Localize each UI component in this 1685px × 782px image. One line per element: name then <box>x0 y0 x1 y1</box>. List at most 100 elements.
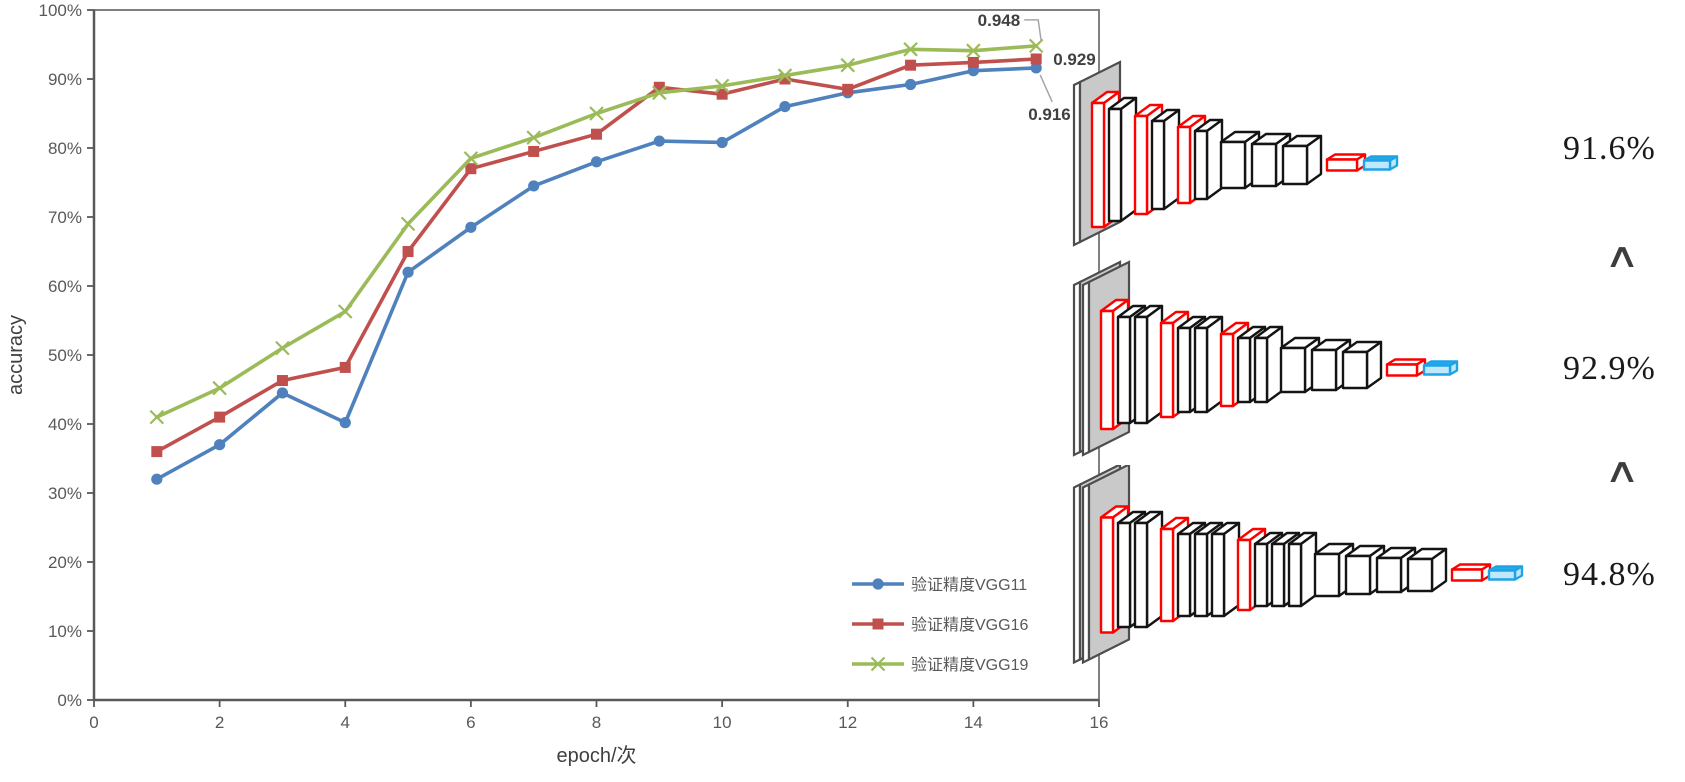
output-layer <box>1487 569 1517 581</box>
feature-cube <box>1305 134 1323 186</box>
pool-layer <box>1150 119 1166 211</box>
accuracy-label-vgg11: 91.6% <box>1563 130 1656 167</box>
less-than-symbol-2: ∧ <box>1604 453 1641 490</box>
data-point-marker <box>276 387 289 399</box>
pool-layer <box>1133 315 1149 425</box>
label-leader <box>1024 19 1042 41</box>
pool-layer <box>1299 531 1318 608</box>
data-point-marker <box>966 43 981 58</box>
data-point-marker <box>716 136 728 149</box>
data-point-marker <box>526 130 541 145</box>
data-point-marker <box>400 216 416 232</box>
plot-border <box>94 9 1100 700</box>
pool-layer <box>1145 510 1164 629</box>
output-layer <box>1362 159 1392 171</box>
vgg16-architecture-diagram <box>1072 260 1459 457</box>
x-tick-label: 4 <box>341 713 350 732</box>
pool-layer <box>1116 315 1132 425</box>
y-tick-label: 20% <box>48 553 82 572</box>
data-point-marker <box>275 340 290 356</box>
data-point-marker <box>904 78 917 91</box>
data-point-marker <box>652 85 667 101</box>
data-point-marker <box>1030 62 1042 74</box>
fc-layer <box>1450 568 1484 582</box>
data-point-marker <box>840 57 856 73</box>
data-point-marker <box>276 375 288 387</box>
series-vgg11: 0.916 <box>151 62 1071 485</box>
label-leader <box>1039 74 1053 103</box>
x-tick-label: 0 <box>89 713 98 732</box>
pool-layer <box>1210 532 1226 618</box>
legend-item: 验证精度VGG11 <box>852 576 1027 594</box>
pool-layer <box>1287 542 1303 608</box>
data-point-marker <box>465 221 477 233</box>
feature-cube <box>1406 557 1434 593</box>
x-tick-label: 2 <box>215 713 224 732</box>
data-point-marker <box>779 101 791 113</box>
conv-layer <box>1099 309 1115 431</box>
conv-layer <box>1099 516 1115 634</box>
feature-cube <box>1341 350 1369 390</box>
x-tick-label: 6 <box>466 713 475 732</box>
legend-marker <box>870 656 886 672</box>
fc-layer <box>1325 158 1359 172</box>
feature-cube <box>1310 348 1338 392</box>
vgg11-architecture-diagram <box>1072 60 1399 247</box>
series-line <box>155 44 1038 419</box>
series-vgg19: 0.948 <box>149 11 1044 425</box>
data-point-marker <box>777 68 793 83</box>
accuracy-label-vgg19: 94.8% <box>1563 556 1656 593</box>
data-point-marker <box>589 106 604 121</box>
feature-cube <box>1313 552 1341 598</box>
y-tick-label: 80% <box>48 139 82 158</box>
legend-label: 验证精度VGG11 <box>911 576 1027 594</box>
data-point-marker <box>779 73 791 85</box>
data-point-marker <box>212 380 227 396</box>
data-point-marker <box>339 417 351 429</box>
accuracy-line-chart: 0 2 4 6 8 10 12 14 16 0% 10% 20% 30% 40% 50% 60% 70% 80% 9… <box>5 1 1108 767</box>
conv-layer <box>1176 125 1192 205</box>
y-tick-label: 10% <box>48 622 82 641</box>
pool-layer <box>1119 96 1138 223</box>
pool-layer <box>1205 118 1224 201</box>
pool-layer <box>1222 521 1241 618</box>
conv-layer <box>1159 527 1175 623</box>
data-point-marker <box>402 246 414 257</box>
y-tick-label: 100% <box>39 1 82 20</box>
accuracy-label-vgg16: 92.9% <box>1563 350 1656 387</box>
y-tick-label: 50% <box>48 346 82 365</box>
series-line <box>155 57 1038 454</box>
data-point-marker <box>905 59 917 71</box>
data-point-marker <box>151 473 163 485</box>
data-point-marker <box>1030 53 1042 65</box>
y-tick-label: 30% <box>48 484 82 503</box>
pool-layer <box>1145 304 1164 425</box>
data-point-marker <box>214 439 226 451</box>
pool-layer <box>1193 532 1209 618</box>
pool-layer <box>1133 521 1149 629</box>
legend-marker <box>872 578 884 590</box>
less-than-symbol-1: ∧ <box>1604 238 1641 275</box>
data-point-marker <box>714 78 730 94</box>
data-point-marker <box>402 266 414 278</box>
chart-legend: 验证精度VGG11 验证精度VGG16 验证精度VGG19 <box>852 576 1028 674</box>
pool-layer <box>1116 521 1132 629</box>
conv-layer <box>1219 332 1235 408</box>
end-value-label: 0.929 <box>1053 50 1096 69</box>
conv-layer <box>1159 321 1175 419</box>
x-tick-label: 14 <box>964 713 983 732</box>
pool-layer <box>1253 542 1269 608</box>
pool-layer <box>1205 315 1224 414</box>
data-point-marker <box>465 163 477 175</box>
y-tick-label: 90% <box>48 70 82 89</box>
data-point-marker <box>591 128 602 140</box>
data-point-marker <box>903 42 918 57</box>
conv-layer <box>1090 101 1106 229</box>
data-point-marker <box>214 411 226 423</box>
data-point-marker <box>653 135 665 147</box>
data-point-marker <box>653 81 665 93</box>
legend-label: 验证精度VGG19 <box>911 656 1028 674</box>
data-point-marker <box>842 83 854 95</box>
y-tick-label: 0% <box>57 691 82 710</box>
legend-label: 验证精度VGG16 <box>911 616 1028 634</box>
